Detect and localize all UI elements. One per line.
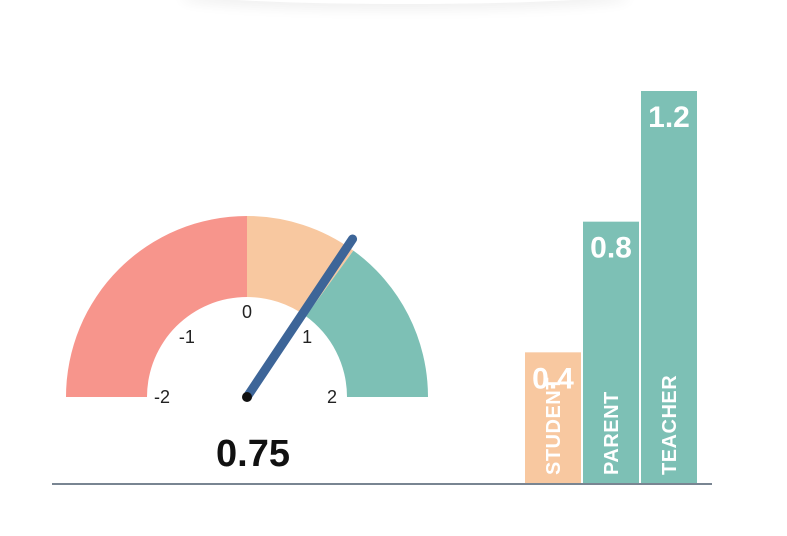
bar-value-label: 0.4 [532, 362, 574, 395]
gauge-tick-label: -1 [179, 327, 195, 347]
bar-student [525, 352, 581, 483]
gauge-band-2 [305, 250, 428, 397]
gauge-pivot [242, 392, 252, 402]
bar-parent [583, 221, 639, 483]
bar-category-label: STUDENT [543, 377, 565, 475]
gauge-band-0 [66, 216, 247, 397]
bar-value-label: 0.8 [590, 232, 632, 265]
gauge-chart: -2 -1 0 1 2 0.75 [66, 216, 428, 475]
bar-value-label: 1.2 [648, 101, 690, 134]
gauge-needle [242, 234, 358, 402]
gauge-band-1 [247, 216, 354, 317]
bar-category-label: TEACHER [659, 375, 681, 475]
gauge-tick-label: 2 [327, 387, 337, 407]
bar-category-label: PARENT [601, 391, 623, 475]
gauge-value-label: 0.75 [216, 433, 290, 475]
gauge-tick-label: 1 [302, 327, 312, 347]
bar-teacher [641, 91, 697, 483]
gauge-tick-label: 0 [242, 302, 252, 322]
gauge-tick-label: -2 [154, 387, 170, 407]
